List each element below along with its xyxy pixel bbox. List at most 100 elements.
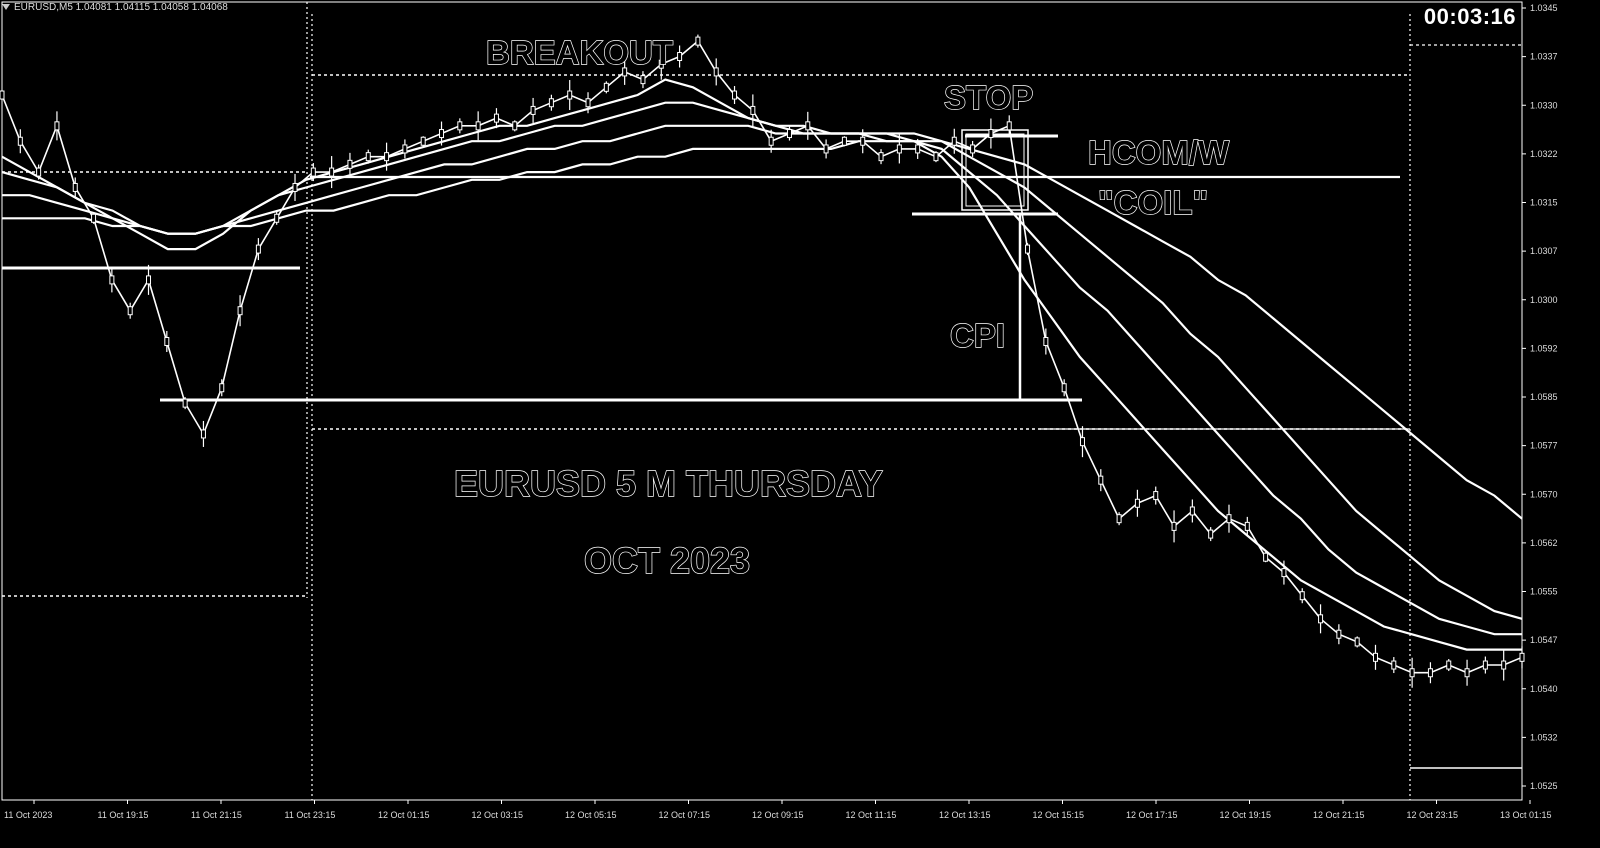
price-candle [603, 82, 609, 92]
price-candle [786, 129, 792, 139]
price-candle [988, 129, 994, 139]
price-tick-label: 1.0540 [1530, 684, 1558, 694]
price-candle [164, 337, 170, 347]
time-axis: 11 Oct 2023 11 Oct 19:15 11 Oct 21:15 11 Oc… [4, 800, 1552, 820]
price-candle [91, 213, 97, 223]
time-tick-label: 12 Oct 07:15 [659, 810, 711, 820]
price-candle [1409, 668, 1415, 678]
price-candle [255, 244, 261, 254]
price-candle [658, 59, 664, 69]
moving-averages [1, 78, 1523, 651]
price-candle [805, 121, 811, 131]
price-candle [109, 275, 115, 285]
annotation-stop: STOP [943, 78, 1034, 116]
price-candle [200, 429, 206, 439]
price-tick-label: 1.0577 [1530, 441, 1558, 451]
price-candle [713, 67, 719, 77]
time-tick-label: 12 Oct 09:15 [752, 810, 804, 820]
price-tick-label: 1.0322 [1530, 149, 1558, 159]
price-candle [1098, 475, 1104, 485]
price-candle [1171, 521, 1177, 531]
price-candle [1391, 660, 1397, 670]
time-tick-label: 12 Oct 01:15 [378, 810, 430, 820]
price-candle [1025, 244, 1031, 254]
price-candle [823, 144, 829, 154]
price-candle [548, 98, 554, 108]
price-tick-label: 1.0330 [1530, 100, 1558, 110]
annotation-breakout: BREAKOUT [485, 33, 673, 71]
collapse-triangle-icon[interactable] [2, 4, 10, 11]
price-candle [17, 136, 23, 146]
price-tick-label: 1.0345 [1530, 3, 1558, 13]
moving-average-line [2, 124, 1523, 620]
price-candle [695, 36, 701, 46]
price-candle [457, 121, 463, 131]
time-tick-label: 11 Oct 23:15 [285, 810, 336, 820]
symbol-line: EURUSD,M5 1.04081 1.04115 1.04058 1.0406… [14, 2, 228, 13]
time-tick-label: 12 Oct 13:15 [939, 810, 991, 820]
price-candle [182, 398, 188, 408]
candle-timer: 00:03:16 [1423, 4, 1516, 29]
price-candle [1446, 660, 1452, 670]
price-candle [585, 98, 591, 108]
price-candle [512, 121, 518, 131]
time-tick-label: 12 Oct 23:15 [1407, 810, 1459, 820]
price-candle [732, 90, 738, 100]
time-tick-label: 13 Oct 01:15 [1500, 810, 1552, 820]
time-tick-label: 12 Oct 03:15 [472, 810, 524, 820]
price-line [1, 39, 1523, 674]
price-tick-label: 1.0547 [1530, 635, 1558, 645]
time-tick-label: 12 Oct 05:15 [565, 810, 617, 820]
price-tick-label: 1.0300 [1530, 295, 1558, 305]
price-candle [1281, 568, 1287, 578]
time-tick-label: 12 Oct 17:15 [1126, 810, 1178, 820]
price-tick-label: 1.0555 [1530, 587, 1558, 597]
price-candle [0, 90, 5, 100]
price-candle [1208, 529, 1214, 539]
price-candle [36, 167, 42, 177]
price-candle [1263, 552, 1269, 562]
time-tick-label: 12 Oct 15:15 [1033, 810, 1085, 820]
moving-average-line [1, 101, 1522, 636]
price-candle [219, 383, 225, 393]
price-candle [860, 136, 866, 146]
price-bars [0, 34, 1525, 688]
price-candle [1061, 383, 1067, 393]
price-candle [1134, 498, 1140, 508]
price-candle [1116, 514, 1122, 524]
price-candle [439, 129, 445, 139]
time-tick-label: 11 Oct 19:15 [98, 810, 149, 820]
price-candle [1464, 668, 1470, 678]
price-candle [1482, 660, 1488, 670]
annotation-title-line1: EURUSD 5 M THURSDAY [453, 462, 883, 504]
price-candle [1043, 337, 1049, 347]
annotation-title-line2: OCT 2023 [583, 539, 751, 581]
price-candle [530, 105, 536, 115]
price-candle [420, 136, 426, 146]
price-candle [72, 182, 78, 192]
price-candle [1189, 506, 1195, 516]
price-candle [237, 306, 243, 316]
price-candle [933, 152, 939, 162]
price-candle [878, 152, 884, 162]
time-tick-label: 11 Oct 21:15 [191, 810, 242, 820]
price-candle [127, 306, 133, 316]
price-candle [1427, 668, 1433, 678]
time-tick-label: 12 Oct 21:15 [1313, 810, 1365, 820]
price-candle [310, 167, 316, 177]
price-candle [54, 121, 60, 131]
price-candle [1519, 652, 1525, 662]
annotation-coil: "COIL" [1097, 183, 1209, 221]
price-candle [1354, 637, 1360, 647]
price-candle [951, 136, 957, 146]
price-candle [1006, 121, 1012, 131]
price-candle [402, 144, 408, 154]
price-candle [622, 67, 628, 77]
price-tick-label: 1.0585 [1530, 392, 1558, 402]
price-tick-label: 1.0525 [1530, 781, 1558, 791]
symbol-header: EURUSD,M5 1.04081 1.04115 1.04058 1.0406… [2, 2, 228, 13]
moving-average-line [2, 140, 1523, 520]
price-candle [915, 144, 921, 154]
